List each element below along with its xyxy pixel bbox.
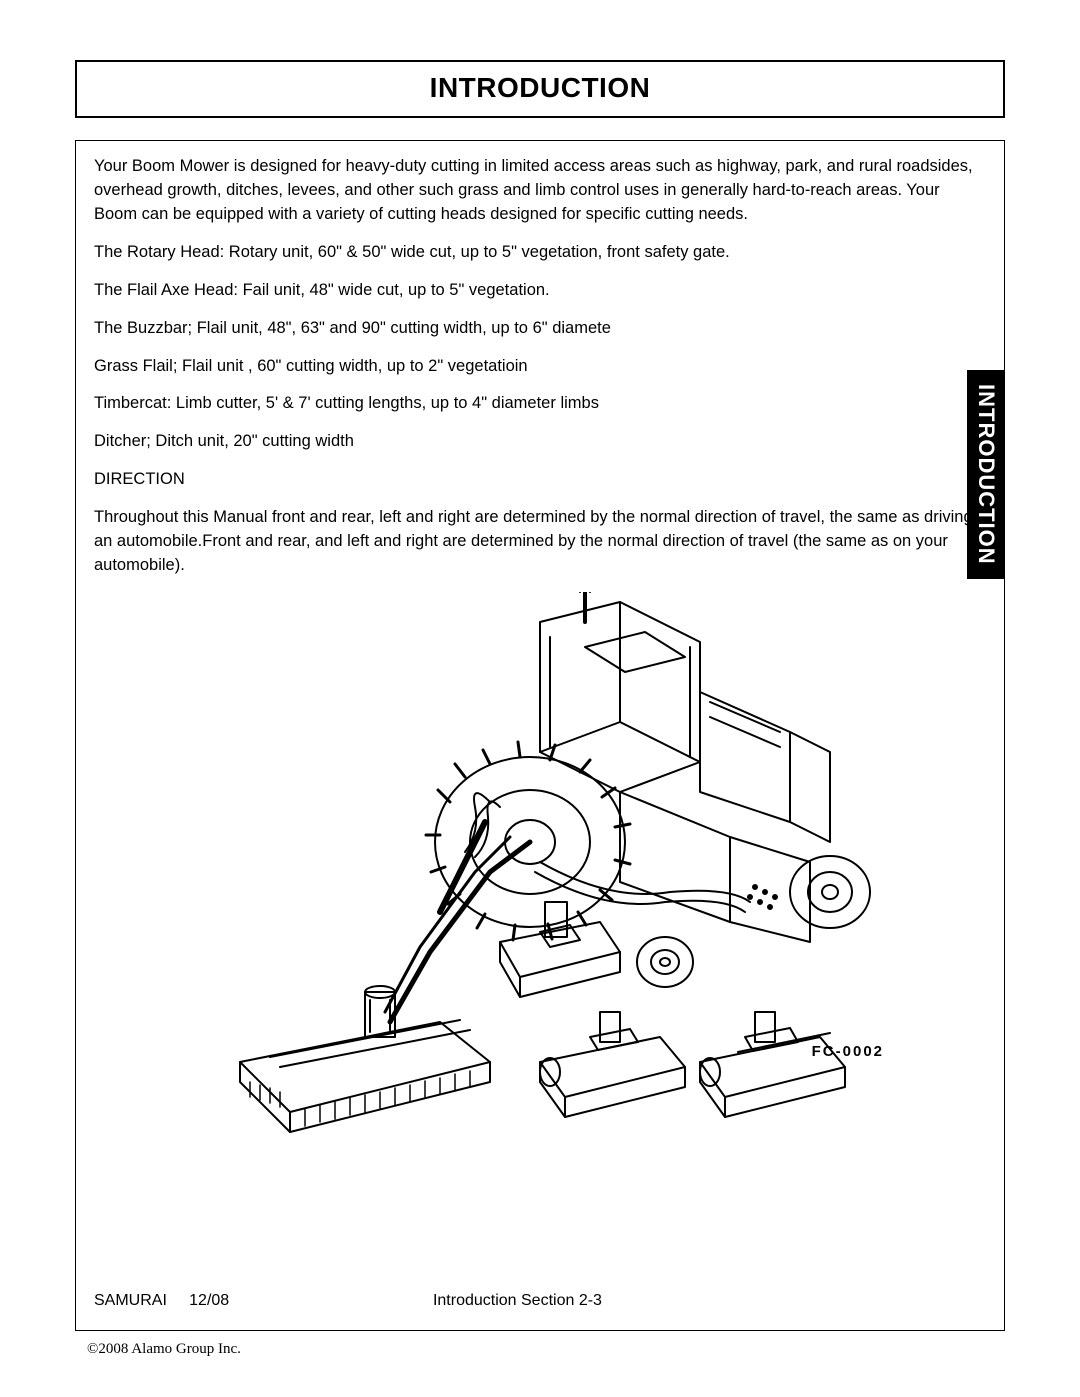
footer-model: SAMURAI [94,1292,167,1309]
timbercat-spec: Timbercat: Limb cutter, 5' & 7' cutting … [94,392,986,416]
direction-heading: DIRECTION [94,468,986,492]
content-box: Your Boom Mower is designed for heavy-du… [75,140,1005,1331]
grass-flail-spec: Grass Flail; Flail unit , 60" cutting wi… [94,355,986,379]
title-box: INTRODUCTION [75,60,1005,118]
flail-axe-spec: The Flail Axe Head: Fail unit, 48" wide … [94,279,986,303]
rotary-head-spec: The Rotary Head: Rotary unit, 60" & 50" … [94,241,986,265]
buzzbar-spec: The Buzzbar; Flail unit, 48", 63" and 90… [94,317,986,341]
figure-wrap [94,592,986,1147]
figure-label: FC-0002 [812,1043,884,1060]
manual-page: INTRODUCTION INTRODUCTION Your Boom Mowe… [0,0,1080,1388]
footer-row: SAMURAI 12/08 Introduction Section 2-3 [94,1292,986,1310]
page-title: INTRODUCTION [77,72,1003,104]
ditcher-spec: Ditcher; Ditch unit, 20" cutting width [94,430,986,454]
footer-date: 12/08 [189,1292,229,1309]
intro-paragraph: Your Boom Mower is designed for heavy-du… [94,155,986,227]
footer-section: Introduction Section 2-3 [433,1292,790,1310]
direction-body: Throughout this Manual front and rear, l… [94,506,986,578]
copyright: ©2008 Alamo Group Inc. [87,1341,1005,1358]
footer-left: SAMURAI 12/08 [94,1292,433,1310]
tractor-boom-diagram [190,592,890,1142]
